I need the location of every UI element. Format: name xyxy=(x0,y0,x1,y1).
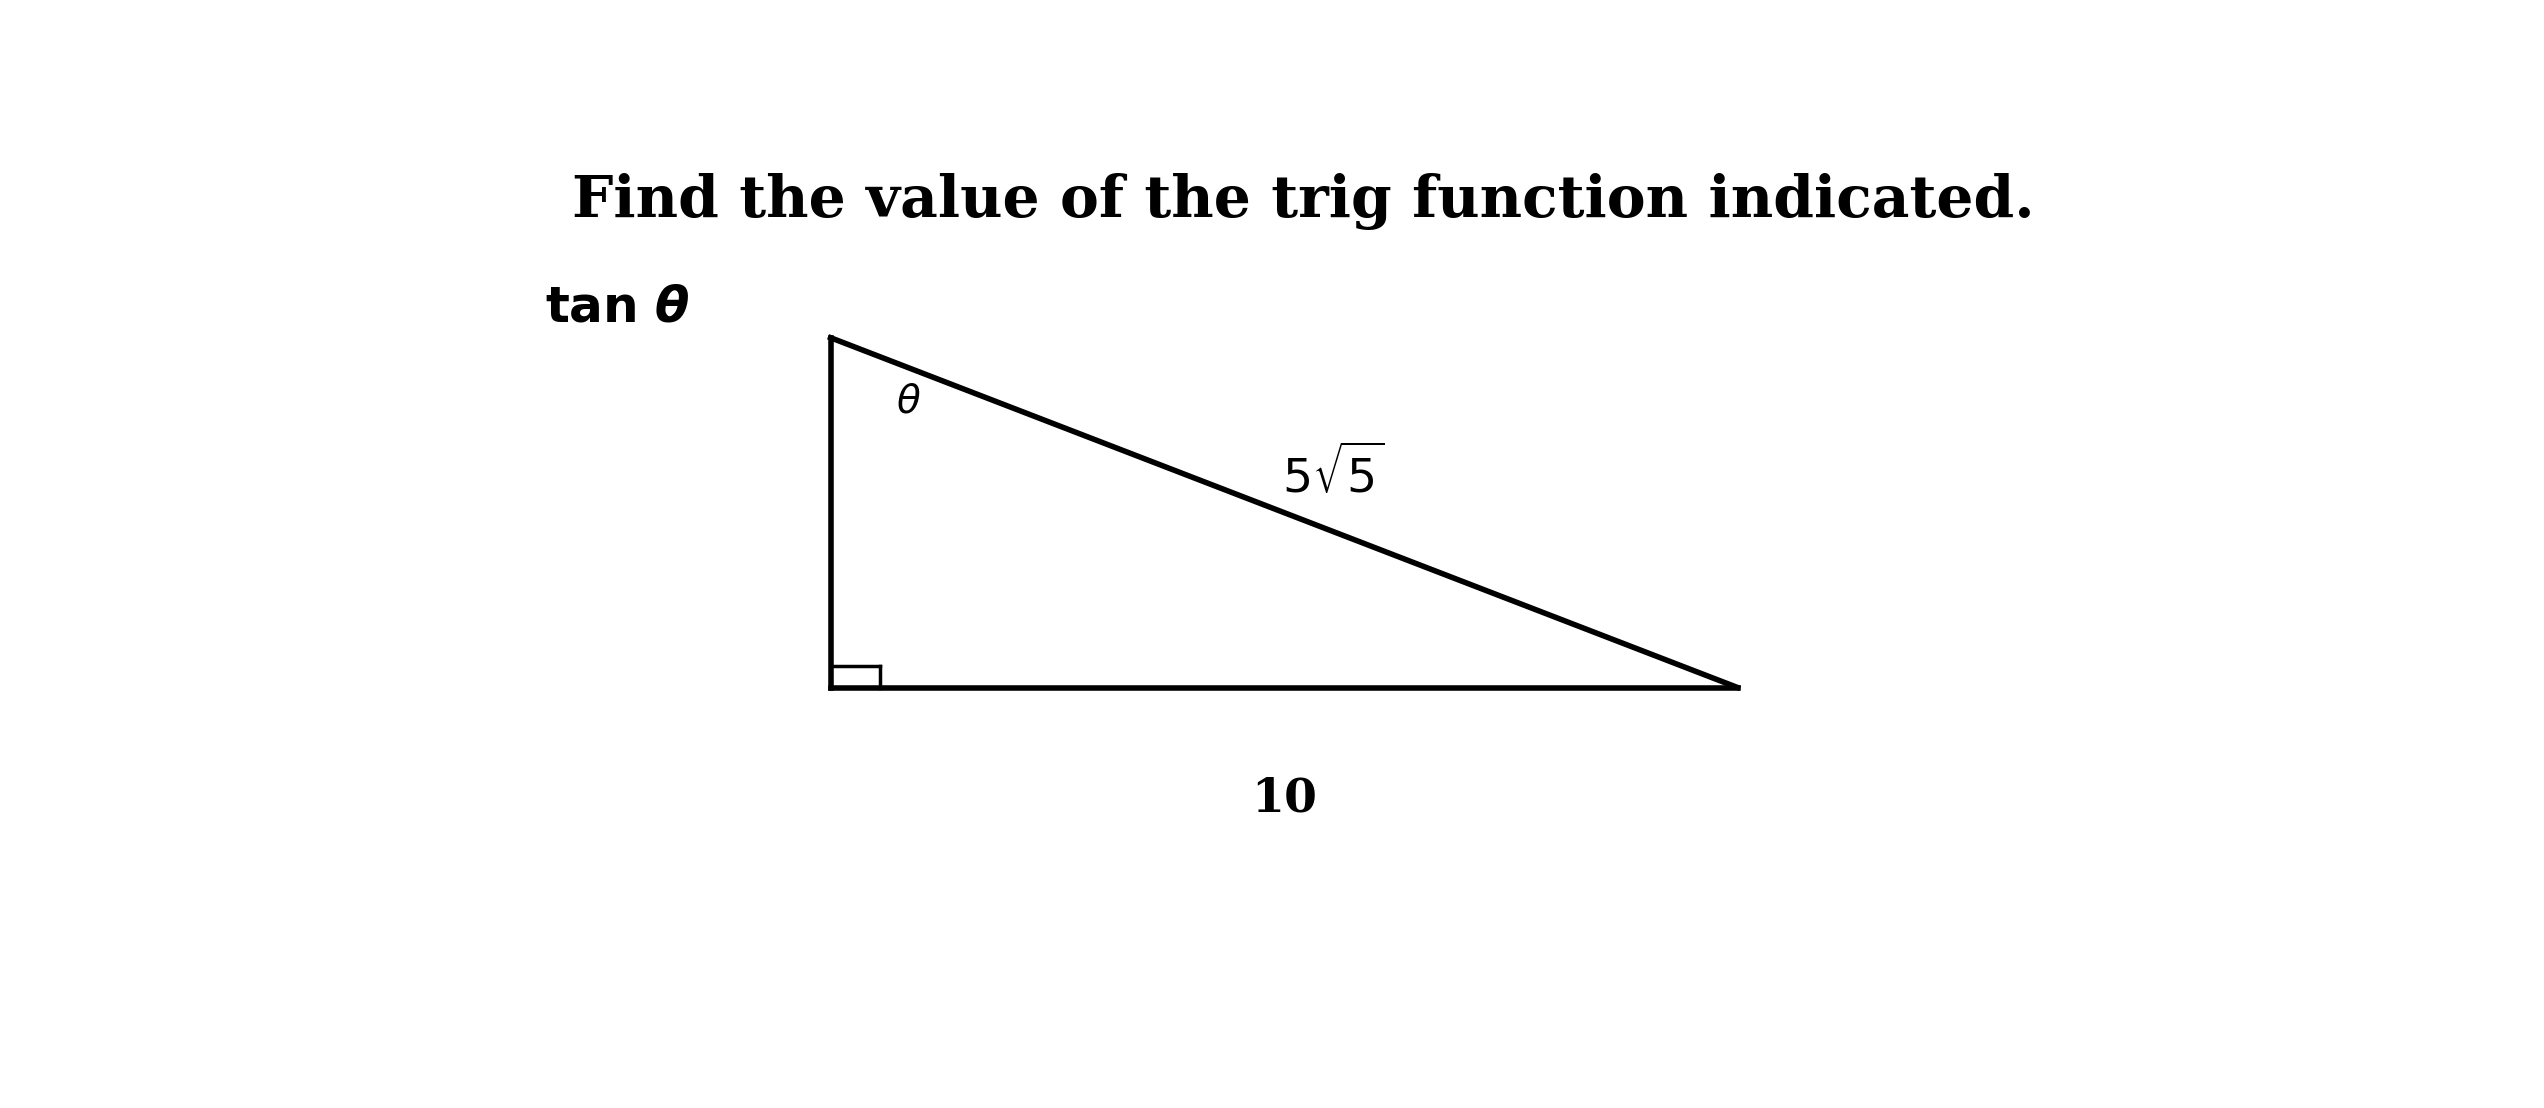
Text: $\mathbf{tan}\ \boldsymbol{\theta}$: $\mathbf{tan}\ \boldsymbol{\theta}$ xyxy=(544,284,689,332)
Text: $\theta$: $\theta$ xyxy=(895,383,921,420)
Text: $5\sqrt{5}$: $5\sqrt{5}$ xyxy=(1282,445,1384,503)
Text: 10: 10 xyxy=(1252,776,1318,821)
Text: Find the value of the trig function indicated.: Find the value of the trig function indi… xyxy=(572,173,2035,229)
